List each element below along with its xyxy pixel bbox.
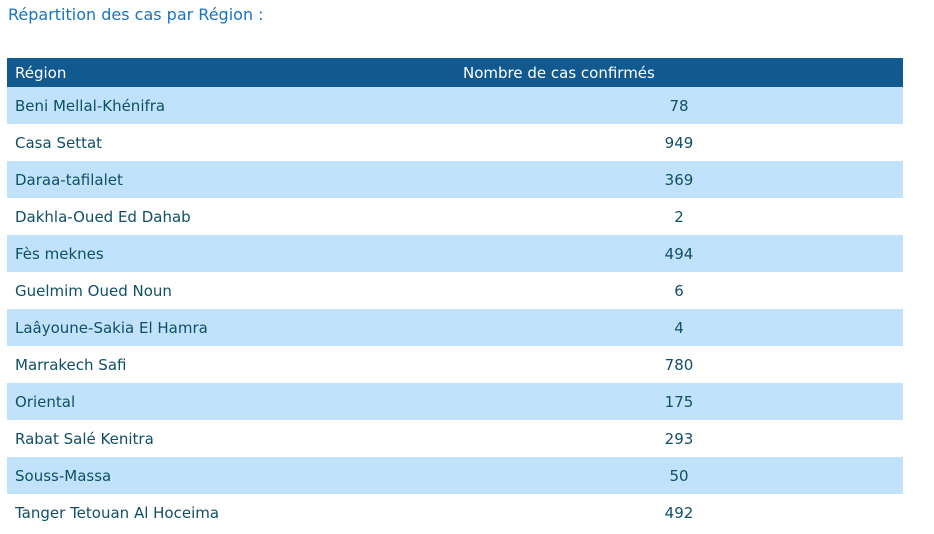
- region-column-header: Région: [7, 58, 455, 87]
- cases-cell: 4: [674, 318, 684, 337]
- region-cell: Daraa-tafilalet: [15, 170, 123, 189]
- cases-cell: 494: [664, 244, 694, 263]
- table-row: Tanger Tetouan Al Hoceima 492: [7, 494, 903, 531]
- cases-cell: 780: [664, 355, 694, 374]
- table-row: Dakhla-Oued Ed Dahab 2: [7, 198, 903, 235]
- cases-cell: 78: [669, 96, 689, 115]
- region-cell: Fès meknes: [15, 244, 104, 263]
- cases-by-region-table: Région Nombre de cas confirmés Beni Mell…: [7, 58, 903, 531]
- table-row: Laâyoune-Sakia El Hamra 4: [7, 309, 903, 346]
- region-cell: Laâyoune-Sakia El Hamra: [15, 318, 208, 337]
- region-cell: Tanger Tetouan Al Hoceima: [15, 503, 220, 522]
- table-row: Souss-Massa 50: [7, 457, 903, 494]
- cases-cell: 6: [674, 281, 684, 300]
- cases-cell: 2: [674, 207, 684, 226]
- cases-cell: 492: [664, 503, 694, 522]
- table-row: Daraa-tafilalet 369: [7, 161, 903, 198]
- page-title: Répartition des cas par Région :: [8, 5, 264, 24]
- cases-cell: 50: [669, 466, 689, 485]
- table-row: Fès meknes 494: [7, 235, 903, 272]
- region-cell: Casa Settat: [15, 133, 103, 152]
- cases-cell: 949: [664, 133, 694, 152]
- cases-cell: 369: [664, 170, 694, 189]
- region-cell: Marrakech Safi: [15, 355, 127, 374]
- table-header-row: Région Nombre de cas confirmés: [7, 58, 903, 87]
- region-cell: Guelmim Oued Noun: [15, 281, 172, 300]
- cases-cell: 175: [664, 392, 694, 411]
- table-row: Beni Mellal-Khénifra 78: [7, 87, 903, 124]
- region-cell: Beni Mellal-Khénifra: [15, 96, 166, 115]
- region-cell: Rabat Salé Kenitra: [15, 429, 154, 448]
- table-row: Rabat Salé Kenitra 293: [7, 420, 903, 457]
- table-row: Oriental 175: [7, 383, 903, 420]
- region-cell: Oriental: [15, 392, 76, 411]
- region-cell: Souss-Massa: [15, 466, 112, 485]
- table-row: Marrakech Safi 780: [7, 346, 903, 383]
- cases-column-header: Nombre de cas confirmés: [455, 58, 903, 87]
- table-row: Guelmim Oued Noun 6: [7, 272, 903, 309]
- cases-cell: 293: [664, 429, 694, 448]
- region-cell: Dakhla-Oued Ed Dahab: [15, 207, 191, 226]
- table-row: Casa Settat 949: [7, 124, 903, 161]
